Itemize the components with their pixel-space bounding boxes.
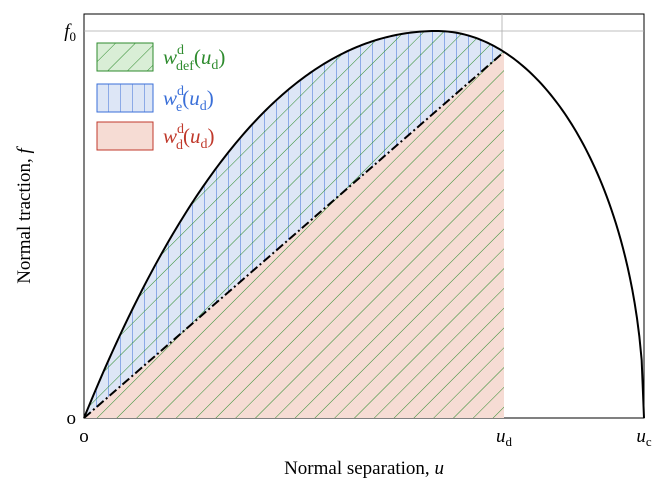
traction-curve — [83, 30, 645, 419]
x-tick-label: uc — [636, 426, 652, 449]
x-tick-label: ud — [496, 426, 513, 449]
legend-item: wd e(ud) — [96, 83, 214, 115]
legend-label: wd e(ud) — [163, 84, 214, 115]
legend-label: wd d(ud) — [163, 122, 215, 153]
legend-item: wd d(ud) — [96, 121, 215, 153]
unloading-secant-line — [83, 51, 505, 419]
y-tick-label: o — [67, 408, 77, 429]
legend-label: wd def(ud) — [163, 43, 225, 74]
legend-item: wd def(ud) — [96, 42, 225, 74]
y-tick-label: f0 — [64, 21, 76, 44]
x-axis-title: Normal separation, u — [284, 458, 444, 479]
legend: wd def(ud) wd e(ud) wd d(ud) — [96, 42, 225, 153]
x-tick-label: o — [79, 426, 89, 447]
legend-swatch — [96, 121, 154, 151]
region-deformation-hatch — [84, 31, 504, 418]
y-axis-title: Normal traction, f — [14, 145, 35, 283]
